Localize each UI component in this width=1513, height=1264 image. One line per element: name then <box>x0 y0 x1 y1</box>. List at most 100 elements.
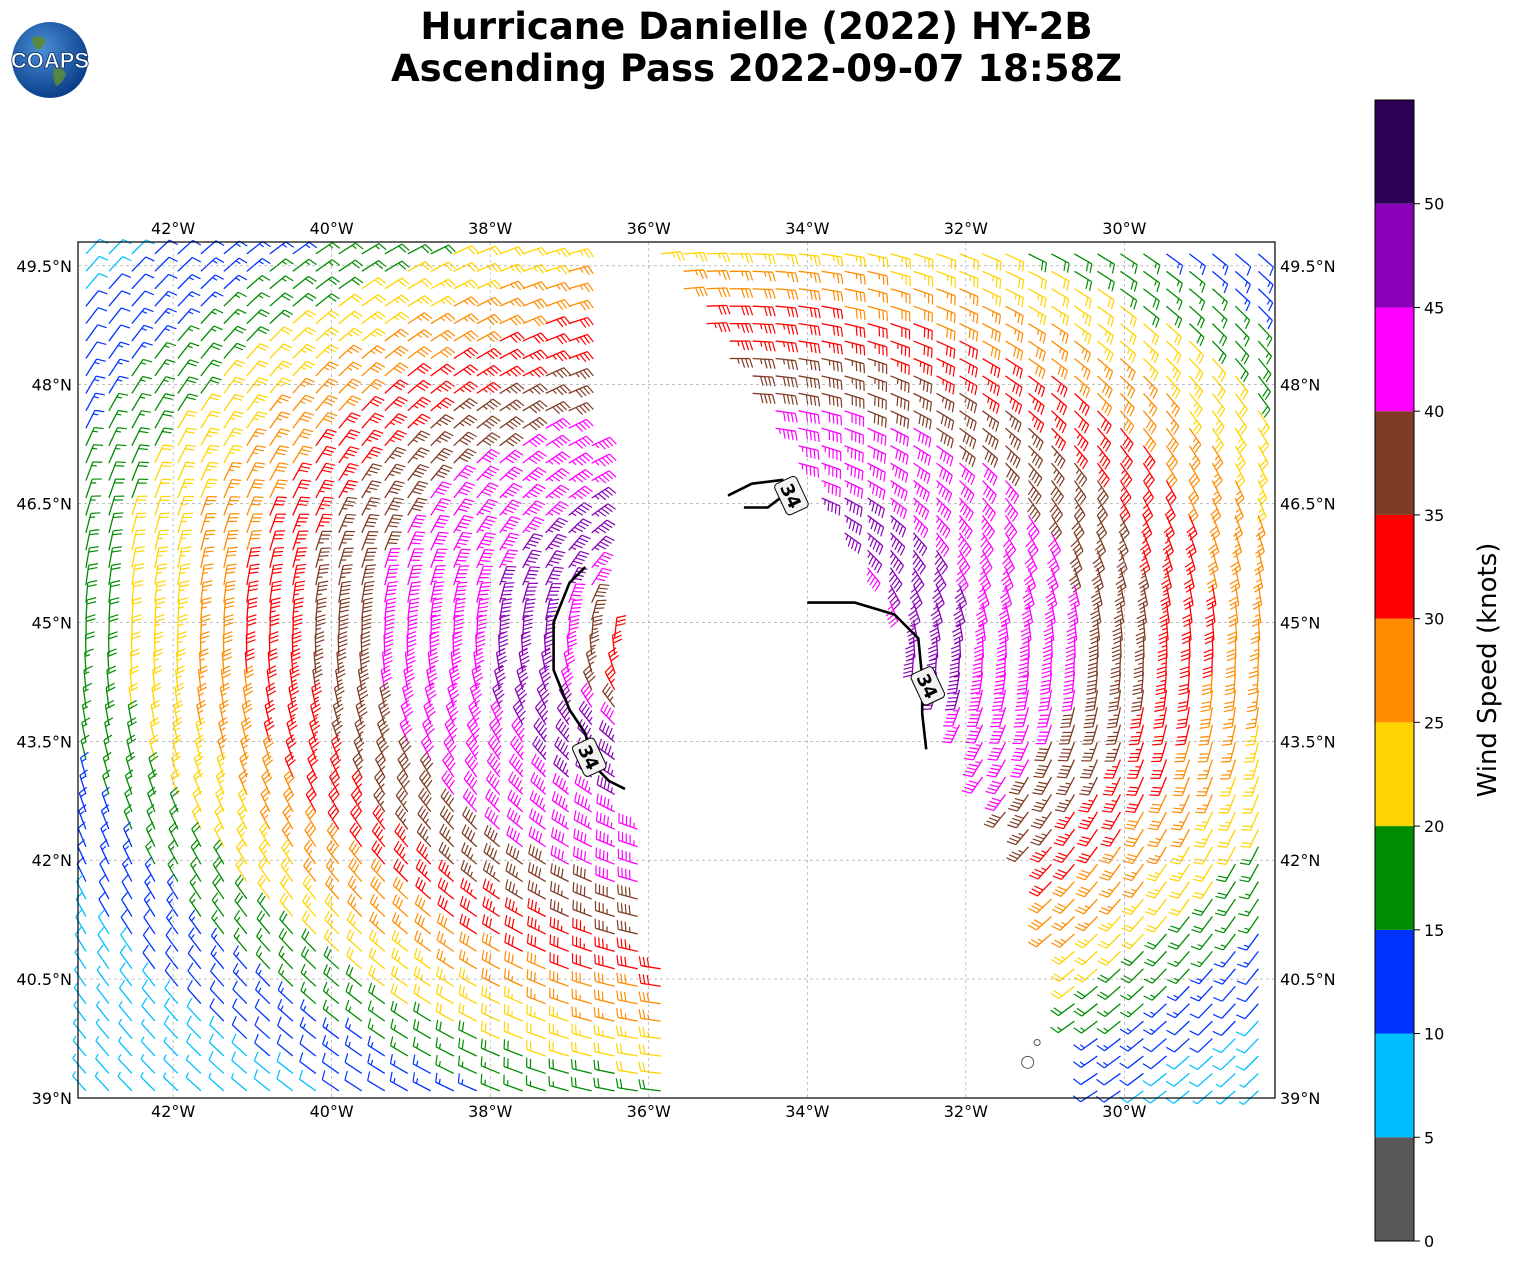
wind-barb <box>338 327 363 342</box>
wind-barb <box>499 499 522 516</box>
wind-barb <box>85 563 99 586</box>
wind-barb <box>209 980 225 1005</box>
wind-barb <box>85 426 104 446</box>
wind-barb <box>304 804 317 830</box>
wind-barb <box>407 312 433 325</box>
wind-barb <box>384 597 397 621</box>
wind-barb <box>315 259 341 272</box>
wind-barb <box>530 772 547 795</box>
wind-barb <box>522 298 548 310</box>
wind-barb <box>177 597 189 621</box>
wind-barb <box>269 563 284 586</box>
wind-barb <box>1098 898 1121 915</box>
wind-barb <box>72 1035 87 1057</box>
wind-barb <box>177 478 195 499</box>
wind-barb <box>1076 828 1098 847</box>
wind-barb <box>384 260 410 272</box>
wind-barb <box>595 865 615 883</box>
wind-barb <box>867 357 888 375</box>
wind-barb <box>453 313 479 325</box>
wind-barb <box>239 751 250 778</box>
wind-barb <box>367 1035 386 1057</box>
wind-barb <box>548 1076 569 1092</box>
wind-barb <box>154 307 177 325</box>
wind-barb <box>476 262 502 273</box>
wind-barb <box>77 821 87 848</box>
wind-barb <box>974 619 987 645</box>
wind-barb <box>821 392 843 408</box>
wind-barb <box>867 392 887 410</box>
wind-barb <box>1188 392 1203 418</box>
wind-barb <box>423 699 436 725</box>
wind-barb <box>798 322 821 336</box>
wind-barb <box>108 563 122 586</box>
wind-barb <box>146 804 156 830</box>
wind-barb <box>1125 776 1145 796</box>
wind-barb <box>1169 863 1190 882</box>
wind-barb <box>315 395 338 412</box>
wind-barb <box>936 497 952 521</box>
wind-barb <box>223 529 239 551</box>
wind-barb <box>1199 707 1214 729</box>
axis-tick-labels: 42°W42°W40°W40°W38°W38°W36°W36°W34°W34°W… <box>16 219 1335 1121</box>
wind-barb <box>384 243 410 255</box>
wind-barb <box>1211 427 1224 453</box>
colorbar-tick-label: 25 <box>1424 713 1444 732</box>
wind-barb <box>338 276 364 290</box>
wind-barb <box>1247 672 1260 696</box>
wind-barb <box>890 305 911 322</box>
wind-barb <box>287 699 299 725</box>
wind-barb <box>119 962 133 987</box>
wind-barb <box>476 432 501 447</box>
wind-barb <box>568 469 594 483</box>
wind-barb <box>982 323 1001 343</box>
wind-barb <box>1189 1003 1213 1019</box>
lon-tick-label-bottom: 34°W <box>785 1102 829 1121</box>
wind-barb <box>108 546 122 568</box>
wind-barb <box>1119 1090 1144 1104</box>
wind-barb <box>131 563 145 586</box>
wind-barb <box>798 253 821 266</box>
wind-barb <box>591 535 615 551</box>
wind-barb <box>413 1001 432 1022</box>
wind-barb <box>1212 1020 1236 1037</box>
wind-barb <box>246 258 271 272</box>
lon-tick-label-top: 40°W <box>310 219 354 238</box>
wind-barb <box>262 734 274 760</box>
wind-barb <box>913 410 932 430</box>
wind-barb <box>436 966 455 987</box>
wind-barb <box>246 326 270 342</box>
wind-barb <box>638 1008 661 1022</box>
wind-barb <box>499 348 525 360</box>
wind-barb <box>97 926 110 952</box>
wind-barb <box>1211 392 1226 418</box>
wind-barb <box>464 752 479 778</box>
wind-barb <box>458 1037 478 1057</box>
wind-barb <box>85 392 105 412</box>
wind-barb <box>1234 410 1248 436</box>
wind-barb <box>594 954 615 970</box>
wind-barb <box>1131 689 1145 712</box>
wind-barb <box>958 515 973 540</box>
wind-barb <box>1028 340 1046 362</box>
wind-barb <box>1027 497 1041 523</box>
wind-barb <box>638 973 661 987</box>
wind-barb <box>177 461 196 481</box>
wind-barb <box>257 857 271 882</box>
wind-barb <box>476 279 502 290</box>
wind-barb <box>844 375 865 391</box>
wind-barb <box>1211 410 1225 436</box>
wind-barb <box>384 497 404 516</box>
wind-barb <box>315 445 337 464</box>
wind-barb <box>844 305 866 321</box>
wind-barb <box>338 547 354 568</box>
wind-barb <box>231 1033 248 1057</box>
wind-barb <box>1029 846 1052 863</box>
wind-barb <box>504 950 523 970</box>
wind-barb <box>1056 759 1076 779</box>
wind-barb <box>1075 881 1098 898</box>
wind-barb <box>361 378 385 394</box>
wind-barb <box>1123 828 1144 848</box>
wind-barb <box>1054 811 1075 830</box>
